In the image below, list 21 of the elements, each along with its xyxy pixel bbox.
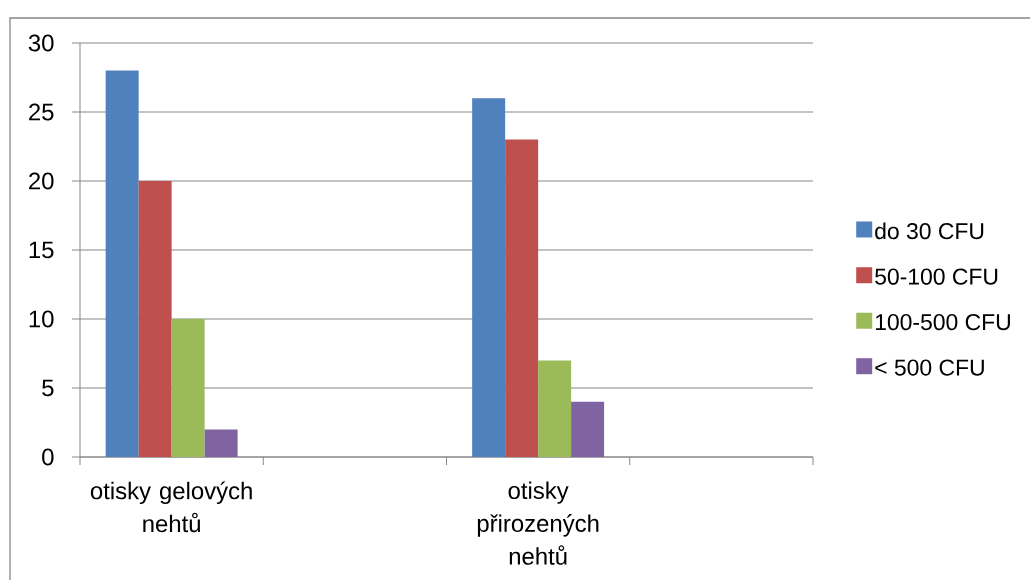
y-tick-label: 15 (29, 241, 54, 259)
legend-label: < 500 CFU (875, 359, 984, 376)
x-tick-label: otisky přirozených nehtů (477, 481, 599, 565)
x-tick-label: otisky gelových nehtů (90, 481, 252, 533)
bar (171, 319, 205, 457)
y-tick-label: 0 (42, 448, 54, 466)
legend-label: 100-500 CFU (875, 313, 1010, 331)
y-tick-label: 30 (28, 34, 54, 52)
bar (204, 429, 238, 457)
y-tick-label: 10 (29, 310, 54, 328)
bar (105, 70, 139, 457)
bar (472, 98, 506, 457)
legend-label: do 30 CFU (875, 222, 984, 240)
bar (538, 360, 572, 457)
bar (138, 181, 172, 457)
bar (505, 139, 539, 457)
y-tick-label: 5 (42, 379, 54, 397)
y-tick-label: 25 (29, 103, 54, 121)
bar (571, 401, 605, 457)
y-tick-label: 20 (29, 172, 54, 190)
legend-label: 50-100 CFU (875, 268, 998, 285)
